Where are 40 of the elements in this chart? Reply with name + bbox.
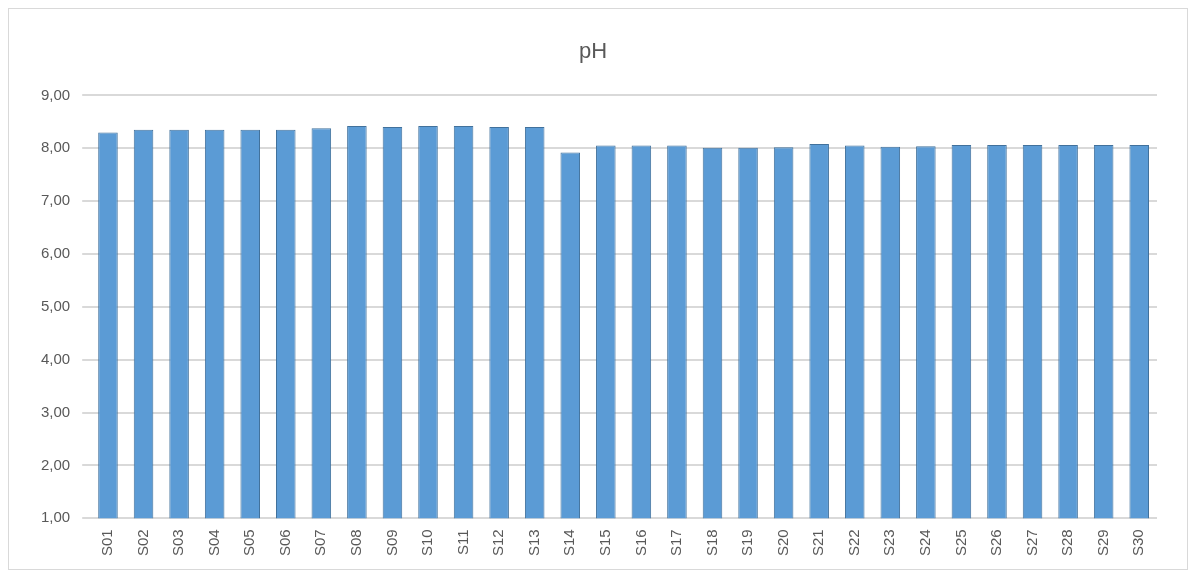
x-tick-label: S27 — [1022, 529, 1040, 557]
x-tick-label: S09 — [382, 529, 400, 557]
x-tick-label: S19 — [738, 529, 756, 557]
x-tick-label: S17 — [667, 529, 685, 557]
x-tick-label: S16 — [631, 529, 649, 557]
x-tick-label: S02 — [133, 529, 151, 557]
y-tick-label: 3,00 — [40, 402, 71, 420]
x-tick-label: S26 — [987, 529, 1005, 557]
x-tick-label: S07 — [311, 529, 329, 557]
x-tick-label: S22 — [844, 529, 862, 557]
y-tick-label: 6,00 — [40, 244, 71, 262]
x-tick-label: S30 — [1129, 529, 1147, 557]
x-tick-label: S23 — [880, 529, 898, 557]
x-tick-label: S24 — [916, 529, 933, 557]
x-tick-label: S11 — [453, 529, 471, 555]
x-tick-label: S21 — [809, 529, 827, 557]
y-tick-label: 2,00 — [40, 455, 71, 473]
x-tick-label: S20 — [773, 529, 791, 557]
x-tick-label: S18 — [702, 529, 720, 557]
x-tick-label: S12 — [489, 529, 507, 557]
y-tick-label: 8,00 — [40, 138, 71, 156]
chart-title: pH — [578, 38, 608, 64]
x-tick-label: S14 — [560, 529, 578, 557]
y-tick-label: 7,00 — [40, 191, 71, 209]
x-tick-label: S04 — [204, 529, 222, 557]
x-tick-label: S28 — [1058, 529, 1076, 557]
y-tick-label: 4,00 — [40, 349, 71, 367]
x-tick-label: S08 — [347, 529, 365, 557]
x-tick-label: S03 — [169, 529, 187, 557]
x-tick-label: S10 — [418, 529, 436, 557]
y-tick-label: 5,00 — [40, 297, 71, 314]
x-tick-label: S01 — [98, 529, 116, 557]
x-tick-label: S06 — [275, 529, 293, 557]
y-tick-label: 9,00 — [40, 85, 71, 103]
x-tick-label: S15 — [595, 529, 613, 557]
x-tick-label: S29 — [1093, 529, 1111, 557]
x-tick-label: S13 — [524, 529, 542, 557]
x-tick-label: S25 — [951, 529, 969, 557]
x-tick-label: S05 — [240, 529, 258, 557]
y-tick-label: 1,00 — [40, 508, 71, 526]
